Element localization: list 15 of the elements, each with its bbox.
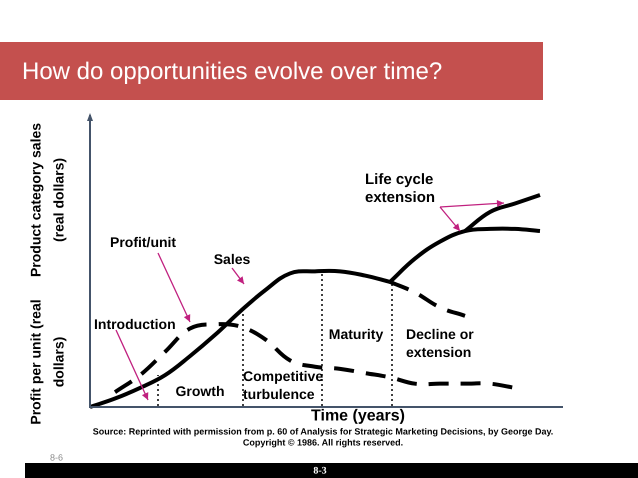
- annotation: Competitive turbulence: [243, 368, 324, 402]
- text: 8-3: [313, 466, 327, 477]
- source-note: Source: Reprinted with permission from p. 60 of Analysis for Strategic Marketing Decisions, by George Day. Copyright © 1986. All rights reserved.: [92, 426, 554, 448]
- annotation: Life cycle extension: [365, 171, 436, 206]
- text: 8-6: [50, 452, 64, 462]
- annotation: Growth: [176, 382, 224, 399]
- text: Profit per unit (real dollars): [27, 299, 66, 425]
- series-label: Sales: [214, 250, 251, 267]
- chart-title: How do opportunities evolve over time?: [22, 58, 442, 86]
- x-axis-title: Time (years): [311, 407, 405, 424]
- annotation: Decline or extension: [406, 326, 474, 360]
- annotation: Introduction: [94, 316, 176, 332]
- text: Profit/unit: [110, 234, 176, 250]
- y-axis-title: Product category sales (real dollars): [27, 122, 66, 278]
- annotation: Maturity: [328, 326, 384, 342]
